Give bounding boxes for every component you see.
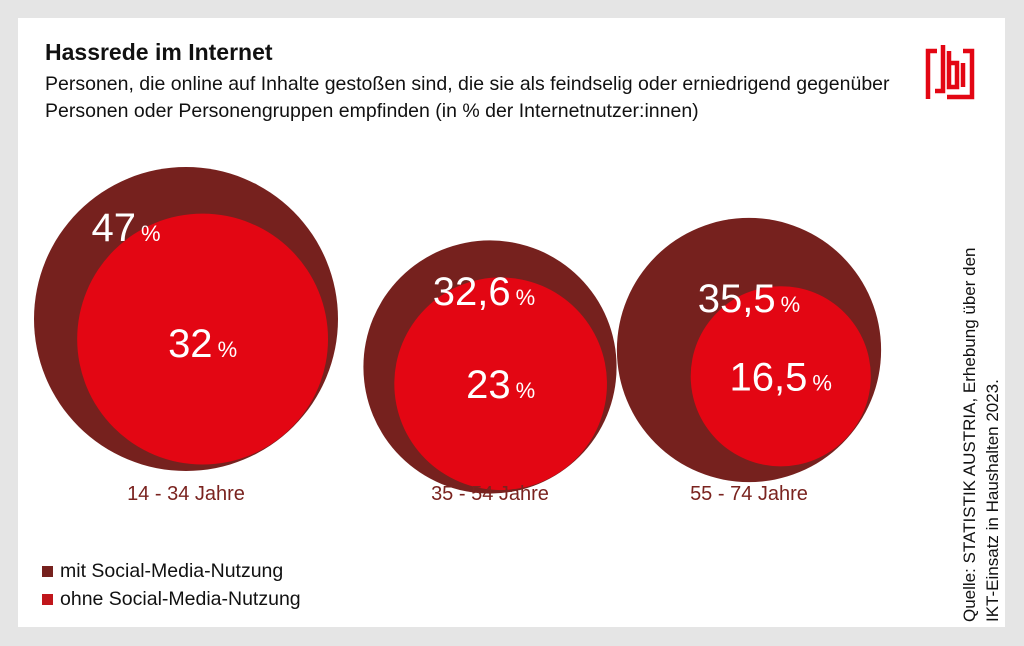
legend-swatch [42, 565, 53, 577]
value-label-with-social-media: 47% [91, 206, 160, 250]
source-line-1: Quelle: STATISTIK AUSTRIA, Erhebung über… [960, 247, 979, 623]
source-note: Quelle: STATISTIK AUSTRIA, Erhebung über… [958, 192, 1004, 623]
legend-label: ohne Social-Media-Nutzung [60, 587, 301, 610]
legend-swatch [42, 593, 53, 605]
bubble-without-social-media [77, 213, 329, 465]
category-label: 55 - 74 Jahre [690, 483, 808, 505]
bubble-without-social-media [394, 277, 607, 491]
chart-subtitle: Personen, die online auf Inhalte gestoße… [45, 73, 890, 122]
value-label-without-social-media: 23% [466, 363, 535, 407]
value-label-with-social-media: 35,5% [698, 277, 800, 321]
value-label-without-social-media: 16,5% [730, 355, 832, 399]
source-line-2: IKT-Einsatz in Haushalten 2023. [983, 379, 1002, 622]
legend-item-with-social-media: mit Social-Media-Nutzung [42, 557, 301, 585]
jbi-logo-icon [925, 45, 975, 100]
legend-label: mit Social-Media-Nutzung [60, 559, 284, 582]
value-label-without-social-media: 32% [168, 322, 237, 366]
legend-item-without-social-media: ohne Social-Media-Nutzung [42, 585, 301, 613]
value-label-with-social-media: 32,6% [433, 270, 535, 314]
bubble-without-social-media [690, 286, 871, 467]
category-label: 14 - 34 Jahre [127, 483, 245, 505]
legend: mit Social-Media-Nutzung ohne Social-Med… [42, 557, 301, 613]
category-label: 35 - 54 Jahre [431, 483, 549, 505]
chart-title: Hassrede im Internet [45, 39, 273, 65]
